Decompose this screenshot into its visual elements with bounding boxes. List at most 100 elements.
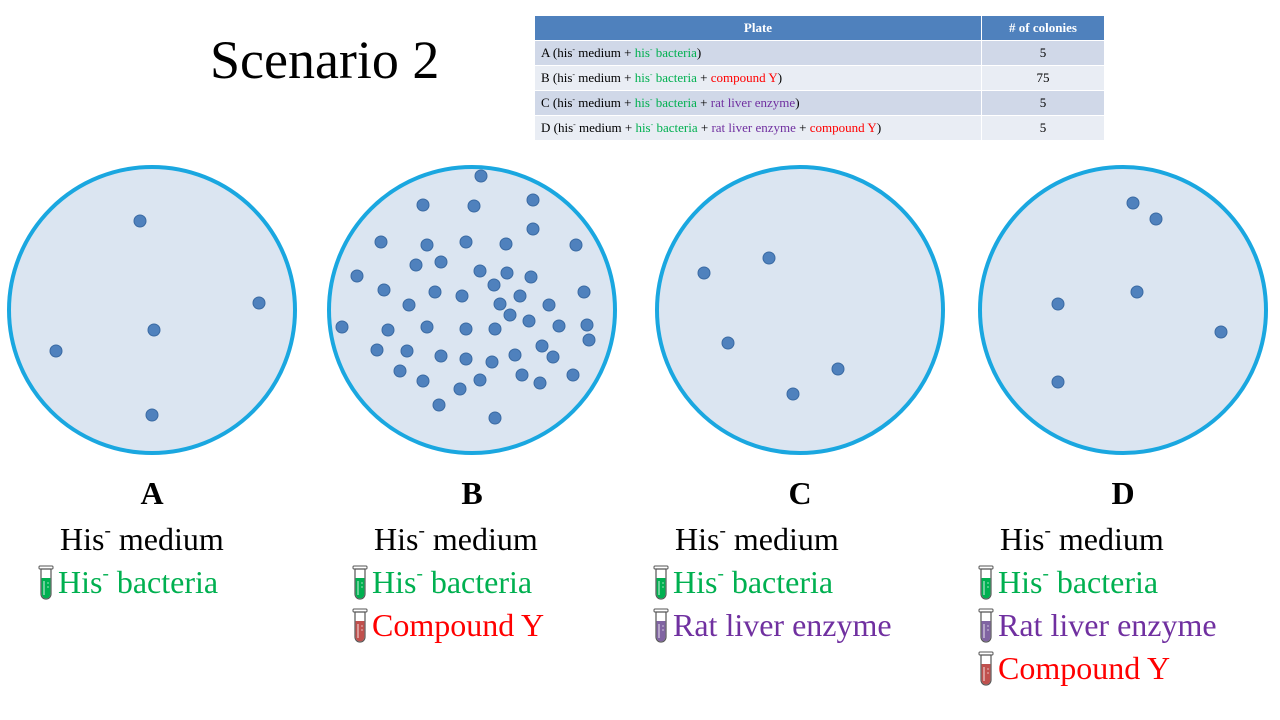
description-fragment: bacteria <box>652 45 697 60</box>
ingredient-text: Rat liver enzyme <box>673 607 892 643</box>
bacterial-colony <box>400 344 414 358</box>
plate-description-cell: A (his- medium + his- bacteria) <box>535 40 982 66</box>
test-tube-icon <box>352 565 368 600</box>
plate-description-cell: D (his- medium + his- bacteria + rat liv… <box>535 115 982 140</box>
colony-count-cell: 5 <box>981 115 1105 140</box>
ingredient-text: His <box>1000 521 1045 557</box>
bacterial-colony <box>455 289 469 303</box>
bacterial-colony <box>580 318 594 332</box>
description-fragment: medium + <box>575 70 635 85</box>
description-fragment: bacteria <box>652 70 697 85</box>
petri-dish-c <box>655 165 945 455</box>
ingredient-item: His- bacteria <box>978 561 1217 604</box>
description-fragment: rat liver enzyme <box>710 95 796 110</box>
description-fragment: - <box>572 94 576 104</box>
description-fragment: medium + <box>575 95 635 110</box>
description-fragment: C (his <box>541 95 573 110</box>
test-tube-icon <box>978 565 994 600</box>
description-fragment: - <box>649 44 653 54</box>
bacterial-colony <box>697 266 711 280</box>
colony-count-cell: 5 <box>981 90 1105 116</box>
plates-diagram <box>7 165 1268 455</box>
description-fragment: his <box>634 45 650 60</box>
ingredient-superscript: - <box>1042 563 1049 585</box>
bacterial-colony <box>493 297 507 311</box>
test-tube-icon <box>978 651 994 686</box>
ingredient-item: Rat liver enzyme <box>653 604 892 647</box>
description-fragment: - <box>572 44 576 54</box>
ingredient-text-suffix: bacteria <box>108 564 219 600</box>
bacterial-colony <box>420 320 434 334</box>
description-fragment: B (his <box>541 70 573 85</box>
bacterial-colony <box>377 283 391 297</box>
description-fragment: - <box>573 119 576 129</box>
description-fragment: - <box>649 69 653 79</box>
description-fragment: bacteria <box>652 95 697 110</box>
table-row: D (his- medium + his- bacteria + rat liv… <box>535 115 1105 140</box>
bacterial-colony <box>409 258 423 272</box>
ingredient-item: His- medium <box>653 518 892 561</box>
bacterial-colony <box>252 296 266 310</box>
bacterial-colony <box>526 222 540 236</box>
bacterial-colony <box>566 368 580 382</box>
ingredient-label: Compound Y <box>998 647 1170 690</box>
bacterial-colony <box>488 322 502 336</box>
ingredient-label: His- bacteria <box>673 561 833 604</box>
bacterial-colony <box>1126 196 1140 210</box>
ingredient-text-suffix: medium <box>424 521 538 557</box>
bacterial-colony <box>350 269 364 283</box>
ingredient-text-suffix: bacteria <box>1048 564 1159 600</box>
ingredient-label: Compound Y <box>372 604 544 647</box>
description-fragment: + <box>696 70 711 85</box>
description-fragment: ) <box>795 95 800 110</box>
bacterial-colony <box>474 169 488 183</box>
ingredient-label: Rat liver enzyme <box>673 604 892 647</box>
bacterial-colony <box>49 344 63 358</box>
bacterial-colony <box>459 322 473 336</box>
bacterial-colony <box>487 278 501 292</box>
bacterial-colony <box>499 237 513 251</box>
ingredient-superscript: - <box>1044 520 1051 542</box>
ingredient-text: His <box>58 564 103 600</box>
ingredient-item: His- bacteria <box>352 561 544 604</box>
table-header-row: Plate # of colonies <box>535 16 1105 41</box>
bacterial-colony <box>434 349 448 363</box>
ingredient-text: Rat liver enzyme <box>998 607 1217 643</box>
bacterial-colony <box>473 373 487 387</box>
description-fragment: his <box>635 120 651 135</box>
test-tube-icon <box>653 565 669 600</box>
description-fragment: bacteria <box>653 120 698 135</box>
description-fragment: rat liver enzyme <box>711 120 796 135</box>
ingredient-text-suffix: bacteria <box>723 564 834 600</box>
bacterial-colony <box>721 336 735 350</box>
ingredient-text: His <box>675 521 720 557</box>
bacterial-colony <box>535 339 549 353</box>
bacterial-colony <box>508 348 522 362</box>
bacterial-colony <box>459 352 473 366</box>
ingredient-label: Rat liver enzyme <box>998 604 1217 647</box>
description-fragment: D (his <box>541 120 574 135</box>
bacterial-colony <box>434 255 448 269</box>
ingredient-label: His- bacteria <box>372 561 532 604</box>
bacterial-colony <box>420 238 434 252</box>
bacterial-colony <box>370 343 384 357</box>
bacterial-colony <box>533 376 547 390</box>
plate-contents-d: His- medium His- bacteria Rat liver enzyme… <box>978 518 1217 690</box>
slide-title: Scenario 2 <box>210 30 440 90</box>
description-fragment: A (his <box>541 45 573 60</box>
test-tube-icon <box>38 565 54 600</box>
ingredient-superscript: - <box>717 563 724 585</box>
ingredient-text: His <box>673 564 718 600</box>
ingredient-text: His <box>372 564 417 600</box>
header-colonies: # of colonies <box>981 16 1105 41</box>
ingredient-label: His- medium <box>675 518 839 561</box>
description-fragment: compound Y <box>710 70 778 85</box>
table-row: C (his- medium + his- bacteria + rat liv… <box>535 90 1105 116</box>
ingredient-label: His- medium <box>374 518 538 561</box>
table-row: B (his- medium + his- bacteria + compoun… <box>535 65 1105 91</box>
description-fragment: medium + <box>575 120 636 135</box>
colony-count-cell: 75 <box>981 65 1105 91</box>
ingredient-item: His- medium <box>38 518 224 561</box>
bacterial-colony <box>459 235 473 249</box>
bacterial-colony <box>147 323 161 337</box>
